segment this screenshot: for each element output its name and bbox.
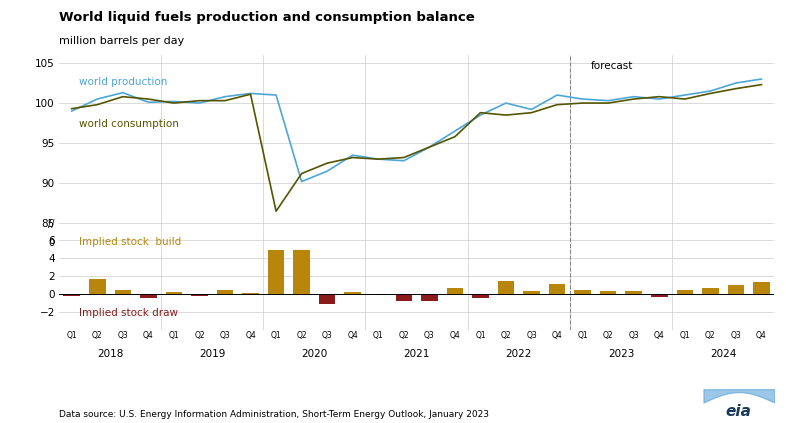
Bar [446, 288, 463, 294]
Bar [395, 294, 412, 301]
Bar [217, 290, 233, 294]
Text: world consumption: world consumption [79, 119, 179, 129]
Bar [702, 288, 718, 294]
Text: 2019: 2019 [199, 349, 226, 359]
Bar [626, 291, 642, 294]
Bar [293, 250, 310, 294]
Text: world production: world production [79, 77, 167, 88]
Text: 2018: 2018 [97, 349, 123, 359]
Bar [651, 294, 667, 297]
Bar [472, 294, 489, 298]
Text: 2023: 2023 [608, 349, 634, 359]
Bar [753, 283, 769, 294]
Bar [89, 279, 105, 294]
Bar [64, 294, 80, 296]
Text: million barrels per day: million barrels per day [59, 36, 184, 46]
Text: 2022: 2022 [505, 349, 532, 359]
Bar [115, 291, 131, 294]
Text: 2024: 2024 [710, 349, 736, 359]
Bar [575, 290, 591, 294]
Bar [319, 294, 336, 304]
Bar [523, 291, 540, 294]
Bar [498, 280, 514, 294]
Bar [140, 294, 156, 298]
Bar [549, 284, 565, 294]
Bar [421, 294, 438, 301]
Text: 2021: 2021 [403, 349, 430, 359]
Text: forecast: forecast [590, 61, 633, 71]
Text: Data source: U.S. Energy Information Administration, Short-Term Energy Outlook, : Data source: U.S. Energy Information Adm… [59, 410, 489, 419]
Text: World liquid fuels production and consumption balance: World liquid fuels production and consum… [59, 11, 475, 24]
Bar [242, 293, 259, 294]
Bar [344, 292, 361, 294]
Bar [191, 294, 208, 296]
Text: 0: 0 [48, 238, 54, 247]
Bar [370, 294, 387, 295]
Bar [600, 291, 616, 294]
Bar [728, 285, 744, 294]
Bar [677, 290, 693, 294]
Text: //: // [48, 219, 54, 229]
Text: Implied stock draw: Implied stock draw [79, 308, 178, 319]
Bar [166, 292, 182, 294]
Text: eia: eia [726, 404, 751, 419]
Text: 2020: 2020 [301, 349, 328, 359]
Text: Implied stock  build: Implied stock build [79, 237, 182, 247]
Bar [268, 250, 285, 294]
